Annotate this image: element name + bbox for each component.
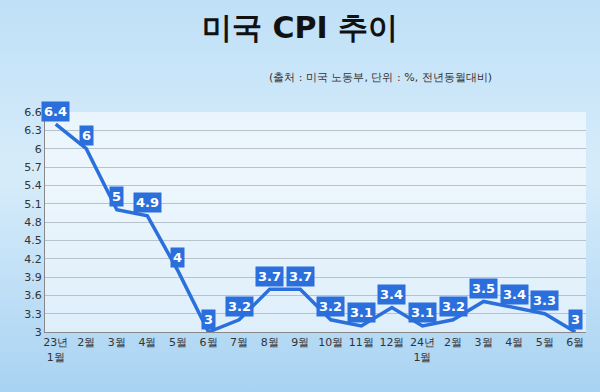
svg-text:4.8: 4.8 [24, 216, 42, 229]
svg-text:3: 3 [204, 312, 213, 327]
svg-text:4.2: 4.2 [24, 253, 42, 266]
svg-text:2월: 2월 [444, 336, 462, 349]
svg-text:3.4: 3.4 [503, 287, 526, 302]
svg-text:3.9: 3.9 [24, 271, 42, 284]
svg-text:5월: 5월 [536, 336, 554, 349]
svg-text:6.6: 6.6 [24, 106, 42, 119]
svg-text:3.5: 3.5 [472, 281, 495, 296]
svg-text:2월: 2월 [77, 336, 95, 349]
svg-text:4월: 4월 [505, 336, 523, 349]
svg-text:4월: 4월 [138, 336, 156, 349]
svg-text:5월: 5월 [169, 336, 187, 349]
svg-text:3.1: 3.1 [350, 305, 373, 320]
svg-text:23년1월: 23년1월 [43, 336, 68, 363]
svg-text:3.6: 3.6 [24, 289, 42, 302]
svg-text:4.9: 4.9 [136, 195, 159, 210]
svg-text:(출처 : 미국 노동부, 단위 : %, 전년동월대비): (출처 : 미국 노동부, 단위 : %, 전년동월대비) [269, 71, 492, 84]
svg-text:3: 3 [571, 312, 580, 327]
svg-text:6.3: 6.3 [24, 124, 42, 137]
svg-text:24년1월: 24년1월 [410, 336, 435, 363]
svg-text:7월: 7월 [230, 336, 248, 349]
svg-text:5.4: 5.4 [24, 179, 42, 192]
svg-text:3.1: 3.1 [411, 305, 434, 320]
svg-text:3.2: 3.2 [228, 299, 251, 314]
svg-text:3.3: 3.3 [533, 293, 556, 308]
svg-text:3.3: 3.3 [24, 308, 42, 321]
svg-text:8월: 8월 [261, 336, 279, 349]
svg-text:6월: 6월 [566, 336, 584, 349]
svg-text:6.4: 6.4 [44, 104, 67, 119]
svg-text:3: 3 [35, 326, 42, 339]
svg-text:6: 6 [82, 128, 91, 143]
svg-text:3.4: 3.4 [380, 287, 403, 302]
svg-text:5: 5 [112, 189, 121, 204]
svg-text:4: 4 [173, 250, 182, 265]
svg-text:5.1: 5.1 [24, 198, 42, 211]
svg-text:3.2: 3.2 [319, 299, 342, 314]
svg-text:11월: 11월 [349, 336, 374, 349]
svg-text:6월: 6월 [200, 336, 218, 349]
svg-text:9월: 9월 [291, 336, 309, 349]
svg-text:5.7: 5.7 [24, 161, 42, 174]
svg-text:6: 6 [35, 143, 42, 156]
svg-text:3월: 3월 [475, 336, 493, 349]
svg-text:3.7: 3.7 [258, 269, 281, 284]
svg-text:4.5: 4.5 [24, 234, 42, 247]
svg-text:12월: 12월 [379, 336, 404, 349]
svg-text:3.2: 3.2 [442, 299, 465, 314]
svg-text:미국 CPI 추이: 미국 CPI 추이 [202, 10, 398, 45]
svg-text:3.7: 3.7 [289, 269, 312, 284]
svg-text:10월: 10월 [318, 336, 343, 349]
svg-text:3월: 3월 [108, 336, 126, 349]
